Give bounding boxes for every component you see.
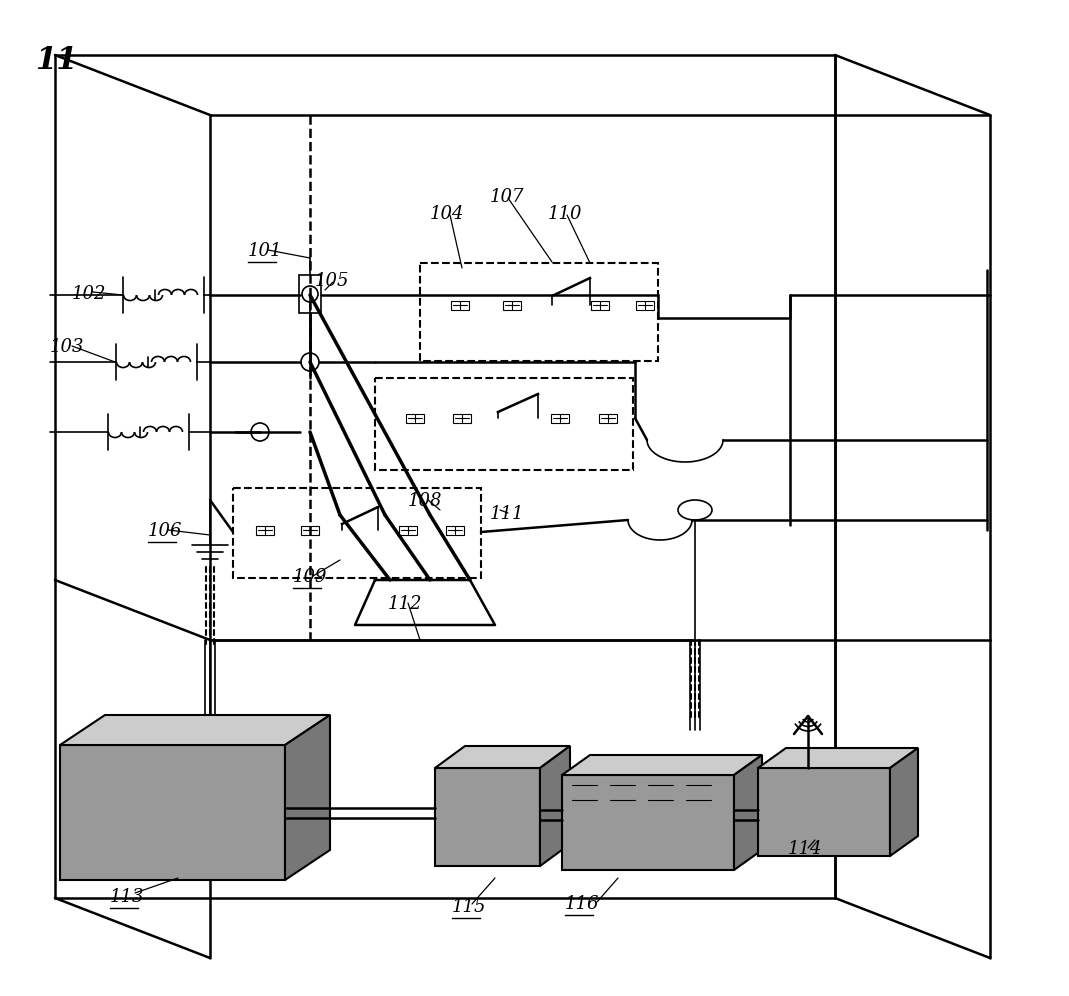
Text: 102: 102	[72, 285, 107, 303]
Bar	[233, 488, 481, 578]
Polygon shape	[758, 768, 890, 856]
Polygon shape	[890, 748, 918, 856]
Bar	[487, 778, 522, 806]
Text: 101: 101	[248, 242, 282, 260]
Text: 103: 103	[50, 338, 84, 356]
Bar	[72, 794, 262, 805]
Bar	[406, 413, 424, 422]
Bar	[445, 816, 480, 844]
Bar	[453, 413, 471, 422]
Polygon shape	[562, 755, 762, 775]
Bar	[446, 526, 464, 535]
Text: 113: 113	[110, 888, 144, 906]
Text: 11: 11	[35, 45, 77, 76]
Bar	[255, 526, 274, 535]
Text: 107: 107	[490, 188, 525, 206]
Bar	[636, 301, 654, 310]
Bar	[72, 845, 262, 856]
Bar	[72, 777, 262, 788]
Text: 111: 111	[490, 505, 525, 523]
Text: 108: 108	[408, 492, 443, 510]
Text: 110: 110	[548, 205, 583, 223]
Bar	[591, 301, 609, 310]
Polygon shape	[734, 755, 762, 870]
Bar	[487, 816, 522, 844]
Text: 112: 112	[388, 595, 422, 613]
Polygon shape	[562, 775, 734, 870]
Bar	[72, 828, 262, 839]
Bar	[599, 413, 617, 422]
Bar	[420, 263, 659, 361]
Bar	[551, 413, 569, 422]
Bar	[399, 526, 417, 535]
Polygon shape	[540, 746, 570, 866]
Bar	[299, 275, 321, 313]
Text: 109: 109	[293, 568, 327, 586]
Polygon shape	[435, 768, 540, 866]
Bar	[375, 378, 633, 470]
Bar	[72, 760, 262, 771]
Bar	[301, 526, 319, 535]
Polygon shape	[435, 746, 570, 768]
Bar	[451, 301, 469, 310]
Polygon shape	[285, 715, 330, 880]
Text: 106: 106	[148, 522, 183, 540]
Bar	[503, 301, 521, 310]
Bar	[445, 778, 480, 806]
Bar	[72, 811, 262, 822]
Text: 105: 105	[315, 272, 350, 290]
Text: 114: 114	[788, 840, 822, 858]
Text: 115: 115	[452, 898, 486, 916]
Text: 116: 116	[566, 895, 600, 913]
Polygon shape	[758, 748, 918, 768]
Text: 104: 104	[430, 205, 465, 223]
Polygon shape	[60, 745, 285, 880]
Polygon shape	[60, 715, 330, 745]
